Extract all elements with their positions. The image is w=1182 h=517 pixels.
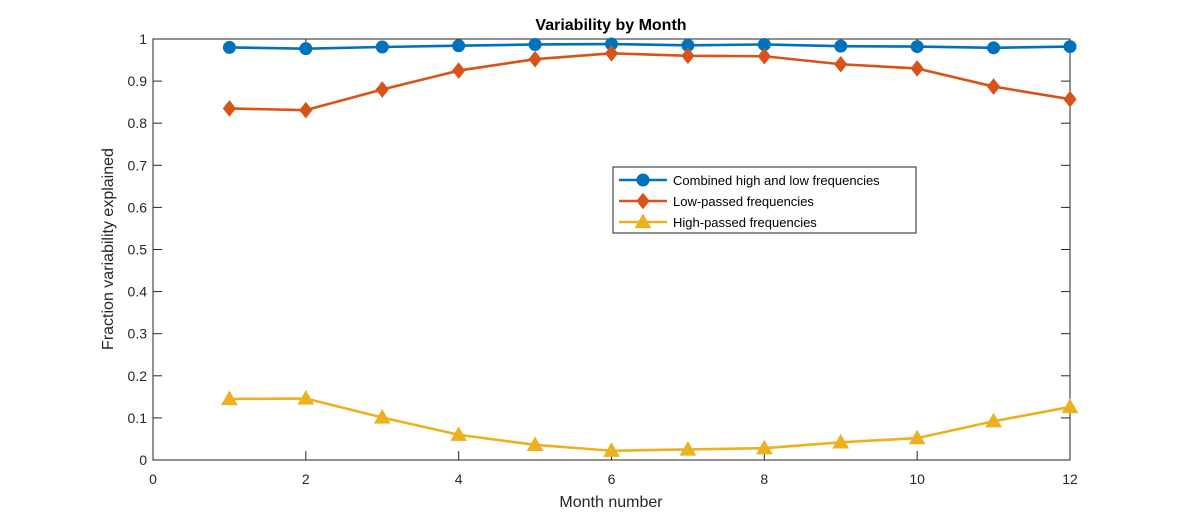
data-point: [375, 81, 389, 98]
y-tick-label: 1: [139, 31, 147, 47]
data-point: [452, 62, 466, 79]
x-tick-label: 6: [608, 471, 616, 487]
legend-label: Low-passed frequencies: [673, 194, 814, 209]
series-layer: [221, 37, 1079, 457]
data-point: [299, 42, 313, 56]
data-point: [222, 40, 236, 54]
y-axis: 0 0.1 0.2 0.3 0.4 0.5 0.6 0.7 0.8 0.9 1: [128, 31, 1070, 468]
data-point: [299, 101, 313, 119]
data-point: [910, 40, 924, 54]
series-line: [229, 52, 1071, 112]
x-tick-label: 12: [1062, 471, 1078, 487]
y-tick-label: 0.4: [128, 284, 148, 300]
data-point: [987, 41, 1001, 55]
data-point: [603, 442, 620, 457]
data-point: [222, 100, 237, 117]
x-tick-label: 8: [760, 471, 768, 487]
data-point: [832, 433, 850, 449]
legend-item: Combined high and low frequencies: [619, 173, 880, 188]
legend-label: Combined high and low frequencies: [673, 173, 880, 188]
y-tick-label: 0.9: [128, 73, 148, 89]
data-point: [297, 390, 315, 405]
legend-marker: [636, 173, 650, 187]
x-tick-label: 0: [149, 471, 157, 487]
data-point: [375, 40, 389, 54]
data-point: [679, 440, 697, 456]
data-point: [221, 390, 238, 406]
y-tick-label: 0.2: [128, 368, 148, 384]
y-tick-label: 0.3: [128, 326, 148, 342]
series-3: [221, 390, 1079, 457]
data-point: [528, 37, 542, 51]
legend-marker: [634, 213, 652, 229]
y-tick-label: 0.6: [128, 199, 148, 215]
data-point: [834, 55, 848, 73]
data-point: [452, 39, 466, 53]
legend-item: High-passed frequencies: [619, 213, 817, 230]
data-point: [757, 47, 771, 65]
data-point: [986, 78, 1001, 95]
data-point: [755, 439, 773, 455]
legend: Combined high and low frequencies Low-pas…: [612, 166, 917, 234]
series-line: [229, 42, 1071, 50]
data-point: [908, 429, 926, 445]
x-tick-label: 4: [455, 471, 463, 487]
data-point: [1063, 90, 1077, 108]
y-tick-label: 0: [139, 452, 147, 468]
legend-item: Low-passed frequencies: [619, 192, 814, 210]
x-axis-label: Month number: [559, 494, 663, 511]
legend-marker: [636, 192, 650, 210]
data-point: [373, 408, 391, 424]
data-point: [528, 50, 542, 68]
series-line: [229, 397, 1071, 453]
legend-label: High-passed frequencies: [673, 215, 817, 230]
y-tick-label: 0.8: [128, 115, 148, 131]
data-point: [604, 45, 619, 62]
data-point: [834, 39, 848, 53]
data-point: [1063, 40, 1077, 54]
x-tick-label: 10: [909, 471, 925, 487]
x-tick-label: 2: [302, 471, 310, 487]
chart-title: Variability by Month: [535, 17, 686, 34]
y-tick-label: 0.1: [128, 410, 148, 426]
data-point: [1061, 398, 1079, 414]
data-point: [910, 60, 924, 77]
y-axis-label: Fraction variability explained: [100, 148, 117, 350]
data-point: [681, 47, 695, 65]
data-point: [526, 436, 544, 451]
y-tick-label: 0.7: [128, 157, 148, 173]
data-point: [450, 426, 468, 441]
series-1: [222, 37, 1077, 56]
y-tick-label: 0.5: [128, 242, 148, 258]
series-2: [222, 45, 1077, 119]
data-point: [985, 412, 1002, 428]
plot-area: [152, 38, 1071, 461]
